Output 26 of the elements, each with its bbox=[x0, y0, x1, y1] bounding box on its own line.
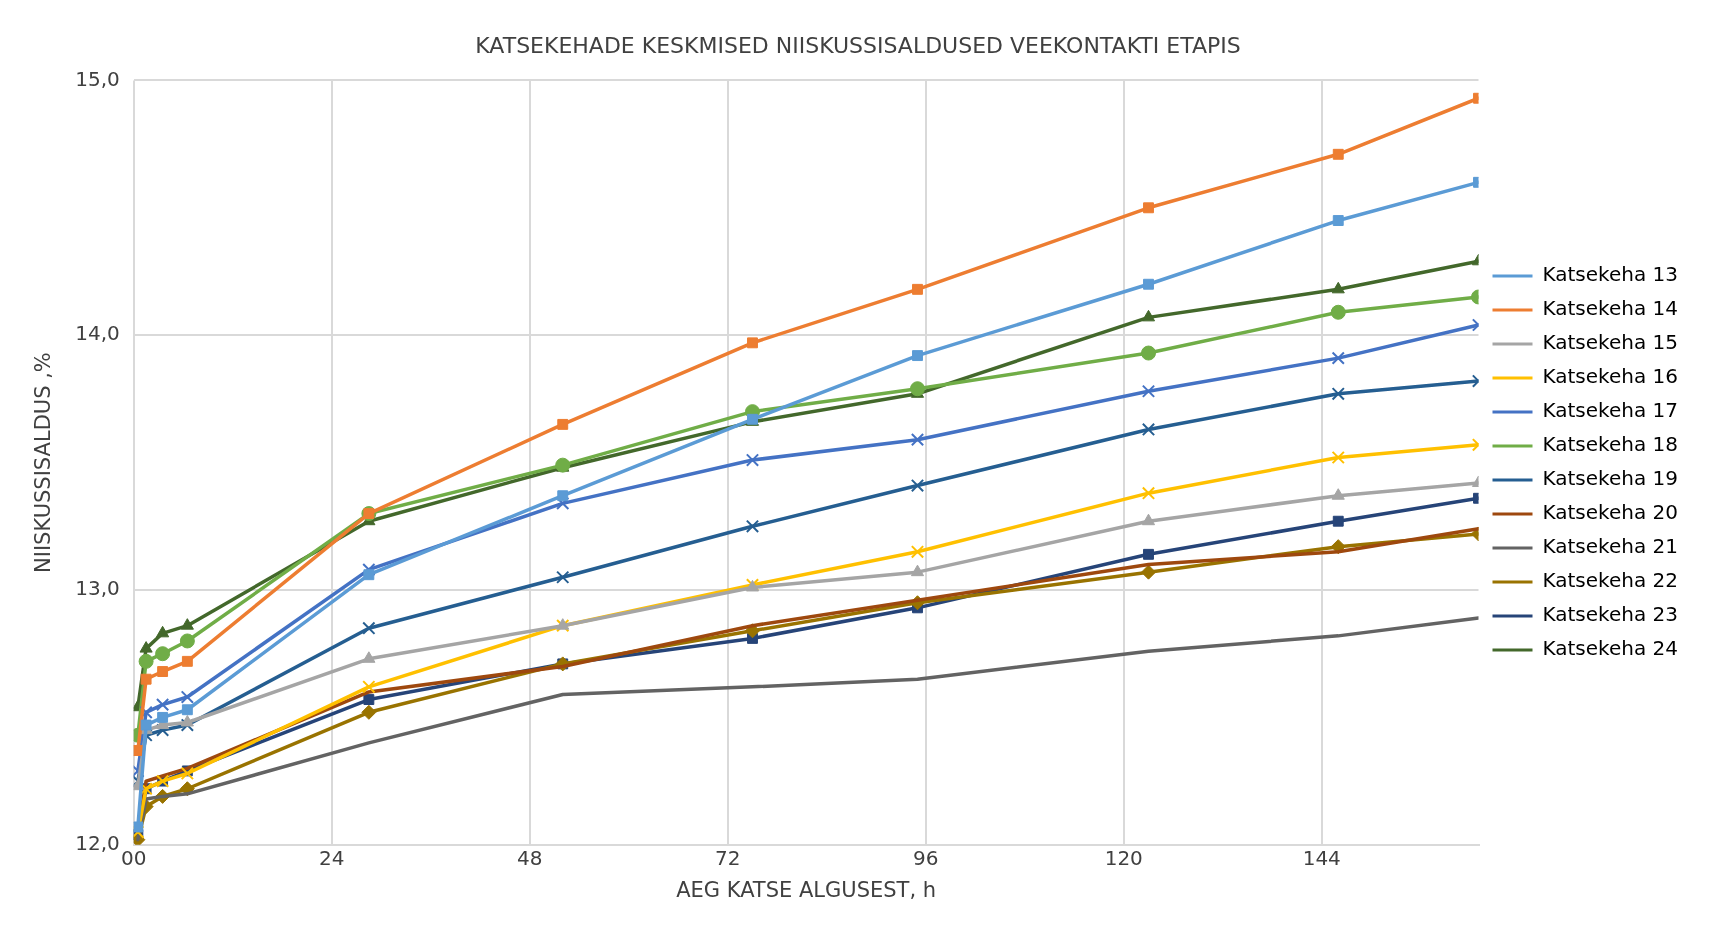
chart-title: KATSEKEHADE KESKMISED NIISKUSSISALDUSED VEEKONTAKTI ETAPIS bbox=[475, 32, 1241, 58]
legend-label: Katsekeha 16 bbox=[1542, 364, 1678, 389]
x-tick-label: 120 bbox=[1104, 846, 1143, 870]
x-tick-label: 00 bbox=[121, 846, 147, 870]
y-tick-label: 12,0 bbox=[75, 831, 120, 855]
legend-label: Katsekeha 23 bbox=[1542, 602, 1678, 627]
x-tick-label: 144 bbox=[1302, 846, 1341, 870]
legend-label: Katsekeha 15 bbox=[1542, 330, 1678, 355]
x-axis-title: AEG KATSE ALGUSEST, h bbox=[676, 877, 937, 902]
legend-label: Katsekeha 19 bbox=[1542, 466, 1678, 491]
x-tick-label: 24 bbox=[319, 846, 345, 870]
x-tick-label: 48 bbox=[517, 846, 543, 870]
y-axis-title: NIISKUSSISALDUS ,% bbox=[31, 352, 56, 574]
x-tick-label: 96 bbox=[913, 846, 939, 870]
legend-label: Katsekeha 20 bbox=[1542, 500, 1678, 525]
x-tick-label: 72 bbox=[715, 846, 741, 870]
legend-label: Katsekeha 13 bbox=[1542, 262, 1678, 287]
legend-label: Katsekeha 21 bbox=[1542, 534, 1678, 559]
y-tick-label: 14,0 bbox=[75, 321, 120, 346]
legend-label: Katsekeha 24 bbox=[1542, 636, 1678, 661]
legend-label: Katsekeha 22 bbox=[1542, 568, 1678, 593]
y-tick-label: 13,0 bbox=[75, 576, 120, 601]
legend-label: Katsekeha 14 bbox=[1542, 296, 1678, 321]
y-tick-label: 15,0 bbox=[75, 66, 120, 91]
legend-label: Katsekeha 17 bbox=[1542, 398, 1678, 423]
legend-label: Katsekeha 18 bbox=[1542, 432, 1678, 457]
